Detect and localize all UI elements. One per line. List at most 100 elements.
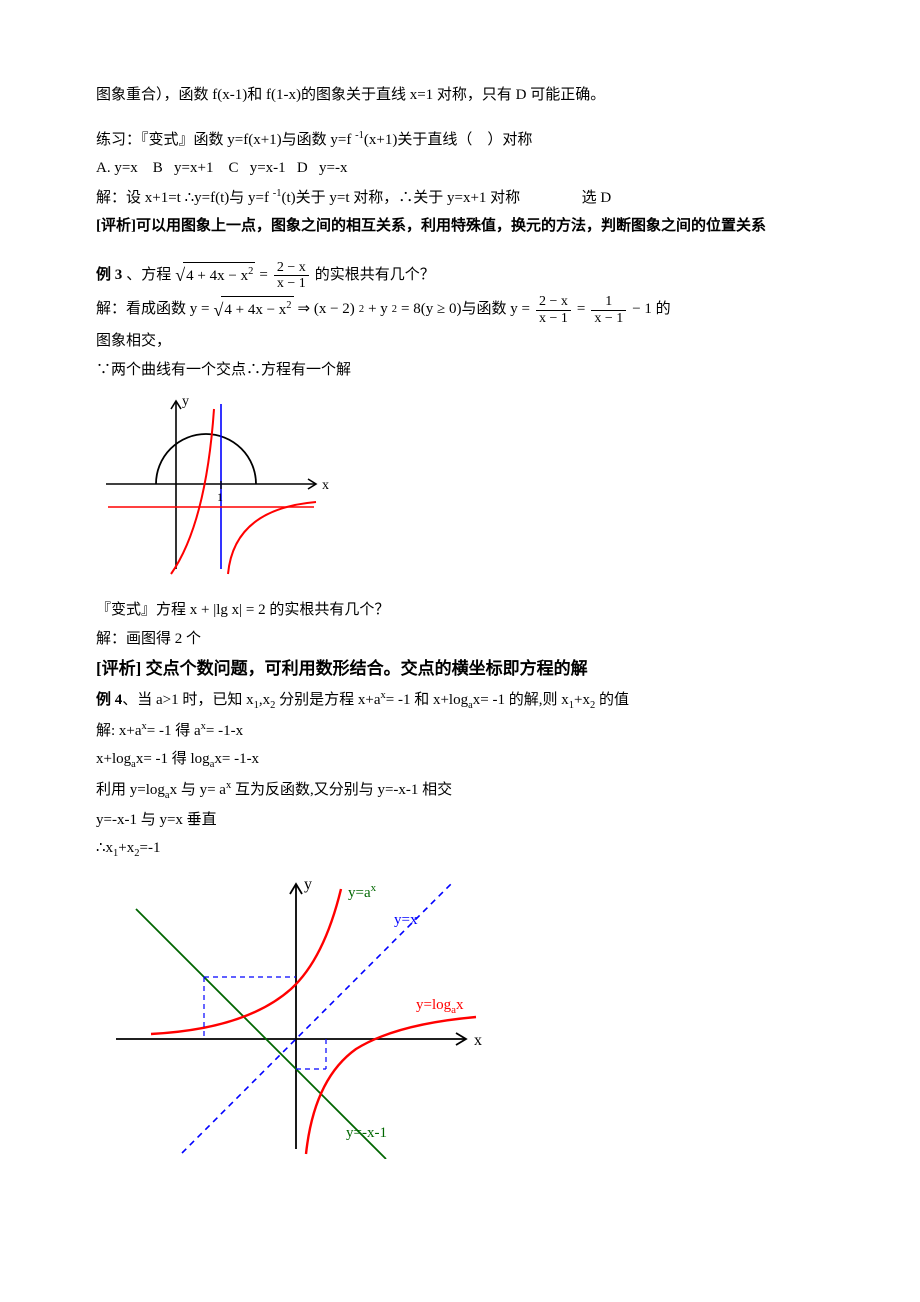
sqrt-icon: √ 4 + 4x − x2 <box>175 260 255 291</box>
frac-3: 1 x − 1 <box>591 294 626 326</box>
fig2-yx-label: y=x <box>394 912 418 928</box>
fig1-xlabel: x <box>322 478 329 493</box>
sqrt-radicand: 4 + 4x − x2 <box>183 262 255 290</box>
ex-review-text: [评析]可以用图象上一点，图象之间的相互关系，利用特殊值，换元的方法，判断图象之… <box>96 218 766 234</box>
ex4-label: 例 4 <box>96 692 122 708</box>
fig2-xlabel: x <box>474 1032 482 1049</box>
frac-1: 2 − x x − 1 <box>274 260 309 292</box>
ex4-sol3: 利用 y=logax 与 y= ax 互为反函数,又分别与 y=-x-1 相交 <box>96 777 824 805</box>
ex-sol-b: (t)关于 y=t 对称，∴关于 y=x+1 对称 <box>281 190 520 206</box>
ex4-stem: 例 4、当 a>1 时，已知 x1,x2 分别是方程 x+ax= -1 和 x+… <box>96 687 824 715</box>
sqrt-content: 4 + 4x − x <box>186 268 248 284</box>
ex4-sol5b: +x <box>118 840 134 856</box>
ex-stem-b: (x+1)关于直线（ ）对称 <box>364 132 532 148</box>
ex4-sol4: y=-x-1 与 y=x 垂直 <box>96 808 824 834</box>
ex3-sol-line1: 解：看成函数 y = √ 4 + 4x − x2 ⇒ (x − 2)2 + y2… <box>96 294 824 326</box>
fig1-hyper-right <box>228 502 316 574</box>
ex-stem-a: 练习：『变式』函数 y=f(x+1)与函数 y=f <box>96 132 355 148</box>
ex3-therefore: ∵两个曲线有一个交点∴方程有一个解 <box>96 358 824 384</box>
ex3-figure: x y 1 <box>96 389 824 579</box>
ex3b-stem: 『变式』方程 x + |lg x| = 2 的实根共有几个？ <box>96 598 824 624</box>
ex4-sol3b: x 与 y= a <box>170 782 226 798</box>
fig2-ax-label: y=ax <box>348 882 377 901</box>
ex3b-review-text: [评析] 交点个数问题，可利用数形结合。交点的横坐标即方程的解 <box>96 659 588 678</box>
ex-answer: 选 D <box>582 190 612 206</box>
ex3-sq2: 2 <box>392 301 397 319</box>
ex4-g: 的值 <box>595 692 629 708</box>
ex3-label: 例 3 <box>96 263 122 289</box>
ex4-b: ,x <box>259 692 270 708</box>
ex3-eq8: = 8(y ≥ 0)与函数 y = <box>401 297 530 323</box>
ex3-therefore-text: ∵两个曲线有一个交点∴方程有一个解 <box>96 362 351 378</box>
frac3-num: 1 <box>602 294 615 309</box>
fig2-log-curve <box>306 1017 476 1154</box>
sqrt-radicand-2: 4 + 4x − x2 <box>221 296 293 324</box>
exercise-stem: 练习：『变式』函数 y=f(x+1)与函数 y=f -1(x+1)关于直线（ ）… <box>96 127 824 154</box>
ex-sup-a: -1 <box>355 130 364 141</box>
ex3-lead: 、方程 <box>126 263 171 289</box>
ex-opts-text: A. y=x B y=x+1 C y=x-1 D y=-x <box>96 160 347 176</box>
ex4-f: +x <box>574 692 590 708</box>
ex4-sol2b: x= -1 得 log <box>136 751 210 767</box>
ex4-a: 、当 a>1 时，已知 x <box>122 692 253 708</box>
ex3-tail: 的实根共有几个？ <box>315 263 435 289</box>
ex3-tail2-text: 图象相交， <box>96 333 171 349</box>
frac3-den: x − 1 <box>591 310 626 326</box>
ex4-sol1b: = -1 得 a <box>147 723 201 739</box>
ex4-sol1a: 解: x+a <box>96 723 142 739</box>
sqrt-content-2: 4 + 4x − x <box>224 302 286 318</box>
ex4-sol5c: =-1 <box>140 840 161 856</box>
ex4-sol2c: x= -1-x <box>214 751 259 767</box>
ex3b-stem-text: 『变式』方程 x + |lg x| = 2 的实根共有几个？ <box>96 602 389 618</box>
exercise-options: A. y=x B y=x+1 C y=x-1 D y=-x <box>96 156 824 182</box>
ex3-sq1: 2 <box>359 301 364 319</box>
frac-2: 2 − x x − 1 <box>536 294 571 326</box>
ex3-stem: 例 3 、方程 √ 4 + 4x − x2 = 2 − x x − 1 的实根共… <box>96 260 824 292</box>
exercise-review: [评析]可以用图象上一点，图象之间的相互关系，利用特殊值，换元的方法，判断图象之… <box>96 214 824 240</box>
fig2-log-label: y=logax <box>416 997 464 1016</box>
frac1-den: x − 1 <box>274 275 309 291</box>
ex4-sol3c: 互为反函数,又分别与 y=-x-1 相交 <box>231 782 452 798</box>
sqrt-sup: 2 <box>248 266 253 277</box>
ex3-eq-between: = <box>577 297 585 323</box>
fig2-ylabel: y <box>304 876 312 893</box>
sqrt-sup-2: 2 <box>286 300 291 311</box>
spacer-2 <box>96 243 824 257</box>
ex3-ysq: + y <box>368 297 388 323</box>
ex3-sol-lead: 解：看成函数 y = <box>96 297 209 323</box>
ex4-figure: x y y=x y=-x-1 y=ax y=logax <box>96 869 824 1159</box>
frac2-num: 2 − x <box>536 294 571 309</box>
ex4-e: x= -1 的解,则 x <box>473 692 569 708</box>
ex3-implies: ⇒ (x − 2) <box>298 297 355 323</box>
frac1-num: 2 − x <box>274 260 309 275</box>
ex4-sol3a: 利用 y=log <box>96 782 165 798</box>
frac2-den: x − 1 <box>536 310 571 326</box>
ex4-sol2: x+logax= -1 得 logax= -1-x <box>96 747 824 774</box>
intro-line: 图象重合），函数 f(x-1)和 f(1-x)的图象关于直线 x=1 对称，只有… <box>96 83 824 109</box>
ex4-c: 分别是方程 x+a <box>275 692 380 708</box>
fig1-one-label: 1 <box>217 490 223 504</box>
ex4-sol1c: = -1-x <box>206 723 243 739</box>
ex3b-sol-text: 解：画图得 2 个 <box>96 631 201 647</box>
ex3b-sol: 解：画图得 2 个 <box>96 627 824 653</box>
ex4-sol2a: x+log <box>96 751 131 767</box>
spacer-3 <box>96 585 824 595</box>
ex3-minus1: − 1 的 <box>632 297 670 323</box>
ex3-svg: x y 1 <box>96 389 336 579</box>
ex3-tail2: 图象相交， <box>96 329 824 355</box>
ex4-sol4-text: y=-x-1 与 y=x 垂直 <box>96 812 217 828</box>
fig2-exp-curve <box>151 889 341 1034</box>
fig2-negline-label: y=-x-1 <box>346 1125 387 1141</box>
ex-sol-a: 解：设 x+1=t ∴y=f(t)与 y=f <box>96 190 273 206</box>
fig1-ylabel: y <box>182 394 189 409</box>
spacer <box>96 112 824 124</box>
sqrt-icon-2: √ 4 + 4x − x2 <box>213 295 293 326</box>
intro-text: 图象重合），函数 f(x-1)和 f(1-x)的图象关于直线 x=1 对称，只有… <box>96 87 605 103</box>
ex4-sol5a: ∴x <box>96 840 113 856</box>
ex4-svg: x y y=x y=-x-1 y=ax y=logax <box>96 869 496 1159</box>
ex3b-review: [评析] 交点个数问题，可利用数形结合。交点的横坐标即方程的解 <box>96 655 824 684</box>
fig2-negline <box>136 909 386 1159</box>
ex4-sol1: 解: x+ax= -1 得 ax= -1-x <box>96 718 824 745</box>
ex4-d: = -1 和 x+log <box>386 692 468 708</box>
ex4-sol5: ∴x1+x2=-1 <box>96 836 824 863</box>
